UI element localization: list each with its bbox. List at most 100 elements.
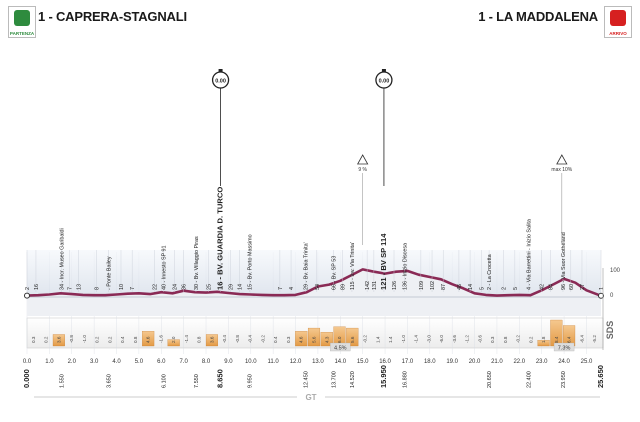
waypoint-label: 126 — [392, 281, 398, 290]
km-scale-label: 8.0 — [202, 359, 211, 365]
gradient-value-label: 4.6 — [299, 336, 304, 343]
waypoint-label: 2 — [502, 287, 508, 290]
km-scale-label: 5.0 — [135, 359, 144, 365]
waypoint-label: 2 - La Crocetta — [487, 254, 493, 290]
key-distance-label: 1.550 — [60, 374, 66, 388]
route-finish-marker — [598, 292, 604, 299]
gradient-callout: 4.5% — [334, 346, 347, 352]
key-distance-label: 15.950 — [379, 365, 388, 388]
km-scale-label: 21.0 — [491, 359, 503, 365]
climb-mountain-icon — [556, 154, 568, 165]
route-line — [26, 268, 602, 298]
start-badge-label: PARTENZA — [9, 31, 35, 36]
km-scale-label: 4.0 — [112, 359, 121, 365]
gradient-value-label: -5.2 — [592, 335, 597, 343]
finish-badge-label: ARRIVO — [609, 31, 627, 36]
climb-label: max 10% — [551, 167, 572, 173]
gradient-value-label: -0.2 — [516, 335, 521, 343]
finish-badge: ARRIVO — [604, 6, 632, 38]
gradient-value-label: -3.0 — [426, 335, 431, 343]
waypoint-label: 14 — [468, 284, 474, 290]
gradient-bar — [52, 334, 65, 347]
km-scale-label: 0.0 — [23, 359, 32, 365]
gradient-value-label: -1.6 — [158, 335, 163, 343]
gradient-value-label: 4.6 — [146, 336, 151, 343]
waypoint-label: 4 — [289, 287, 295, 290]
waypoint-label: 96 - Via Suor Gotheland — [561, 232, 567, 290]
km-scale-label: 2.0 — [68, 359, 77, 365]
key-distance-label: 6.100 — [162, 374, 168, 388]
key-distance-label: 13.700 — [332, 371, 338, 388]
waypoint-label: 16 - BV. GUARDIA D. TURCO — [216, 187, 225, 290]
gradient-value-label: 0.3 — [31, 336, 36, 343]
start-title: 1 - CAPRERA-STAGNALI — [38, 9, 187, 24]
gradient-value-label: 1.4 — [375, 336, 380, 343]
gradient-value-label: 0.8 — [133, 336, 138, 343]
key-distance-label: 20.650 — [487, 371, 493, 388]
climb-label: 9 % — [358, 167, 367, 173]
km-scale-label: 7.0 — [179, 359, 188, 365]
waypoint-label: 54 — [315, 284, 321, 290]
waypoint-label: - Ponte Bailey — [107, 256, 113, 290]
key-distance-label: 16.880 — [403, 371, 409, 388]
gradient-value-label: 0.3 — [286, 336, 291, 343]
gradient-value-label: 0.3 — [490, 336, 495, 343]
waypoint-label: 5 — [479, 287, 485, 290]
waypoint-label: 142 — [365, 281, 371, 290]
waypoint-label: 131 — [372, 281, 378, 290]
scale-tick-0: 0 — [610, 293, 614, 299]
km-scale-label: 23.0 — [536, 359, 548, 365]
key-distance-label: 25.650 — [596, 365, 605, 388]
waypoint-label: 5 — [513, 287, 519, 290]
km-scale-label: 25.0 — [581, 359, 593, 365]
waypoint-label: 136 - Inizio Discesa — [403, 243, 409, 290]
gradient-value-label: -0.4 — [222, 335, 227, 343]
gradient-bar — [167, 339, 180, 347]
start-flag-icon — [14, 10, 30, 26]
key-distance-label: 14.520 — [350, 371, 356, 388]
gradient-value-label: 5.6 — [350, 336, 355, 343]
waypoint-label: 121 - BV SP 114 — [379, 233, 388, 290]
km-scale-label: 24.0 — [558, 359, 570, 365]
ground-area — [27, 269, 601, 316]
waypoint-label: 7 — [278, 287, 284, 290]
waypoint-label: 15 - Bv. Porto Massimo — [248, 234, 254, 290]
scale-tick-100: 100 — [610, 268, 621, 274]
waypoint-label: 1 — [599, 287, 605, 290]
side-label: SDS — [605, 321, 615, 340]
km-scale-label: 18.0 — [424, 359, 436, 365]
key-distance-label: 7.550 — [194, 374, 200, 388]
gradient-bar — [346, 327, 359, 347]
km-scale-label: 3.0 — [90, 359, 99, 365]
gradient-value-label: 6.4 — [567, 336, 572, 343]
start-badge: PARTENZA — [8, 6, 36, 38]
waypoint-label: 27 — [580, 284, 586, 290]
key-distance-label: 9.950 — [248, 374, 254, 388]
gradient-value-label: 0.8 — [197, 336, 202, 343]
waypoint-label: 36 — [182, 284, 188, 290]
gradient-value-label: 3.6 — [209, 336, 214, 343]
km-scale-label: 6.0 — [157, 359, 166, 365]
gradient-value-label: -0.4 — [248, 335, 253, 343]
km-scale-label: 10.0 — [245, 359, 257, 365]
gradient-value-label: 0.4 — [273, 336, 278, 343]
km-scale-label: 19.0 — [446, 359, 458, 365]
gradient-value-label: 2.0 — [171, 336, 176, 343]
waypoint-label: 84 — [549, 284, 555, 290]
km-scale-label: 12.0 — [290, 359, 302, 365]
checkpoint-label: 0.00 — [379, 79, 390, 85]
km-scale-label: 13.0 — [312, 359, 324, 365]
waypoint-label: 29 - Bv. Baia Trinita' — [304, 242, 310, 290]
waypoint-label: 87 — [441, 284, 447, 290]
waypoint-label: 89 — [341, 284, 347, 290]
gradient-value-label: 1.4 — [388, 336, 393, 343]
gradient-value-label: 0.8 — [503, 336, 508, 343]
checkpoint-icon-knob — [218, 69, 223, 72]
waypoint-label: 7 — [68, 287, 74, 290]
finish-title: 1 - LA MADDALENA — [478, 9, 598, 24]
km-scale-label: 20.0 — [469, 359, 481, 365]
waypoint-label: 66 - Bv. SP 53 — [332, 256, 338, 290]
waypoint-label: 29 — [229, 284, 235, 290]
waypoint-label: 13 — [76, 284, 82, 290]
waypoint-label: 109 — [419, 281, 425, 290]
